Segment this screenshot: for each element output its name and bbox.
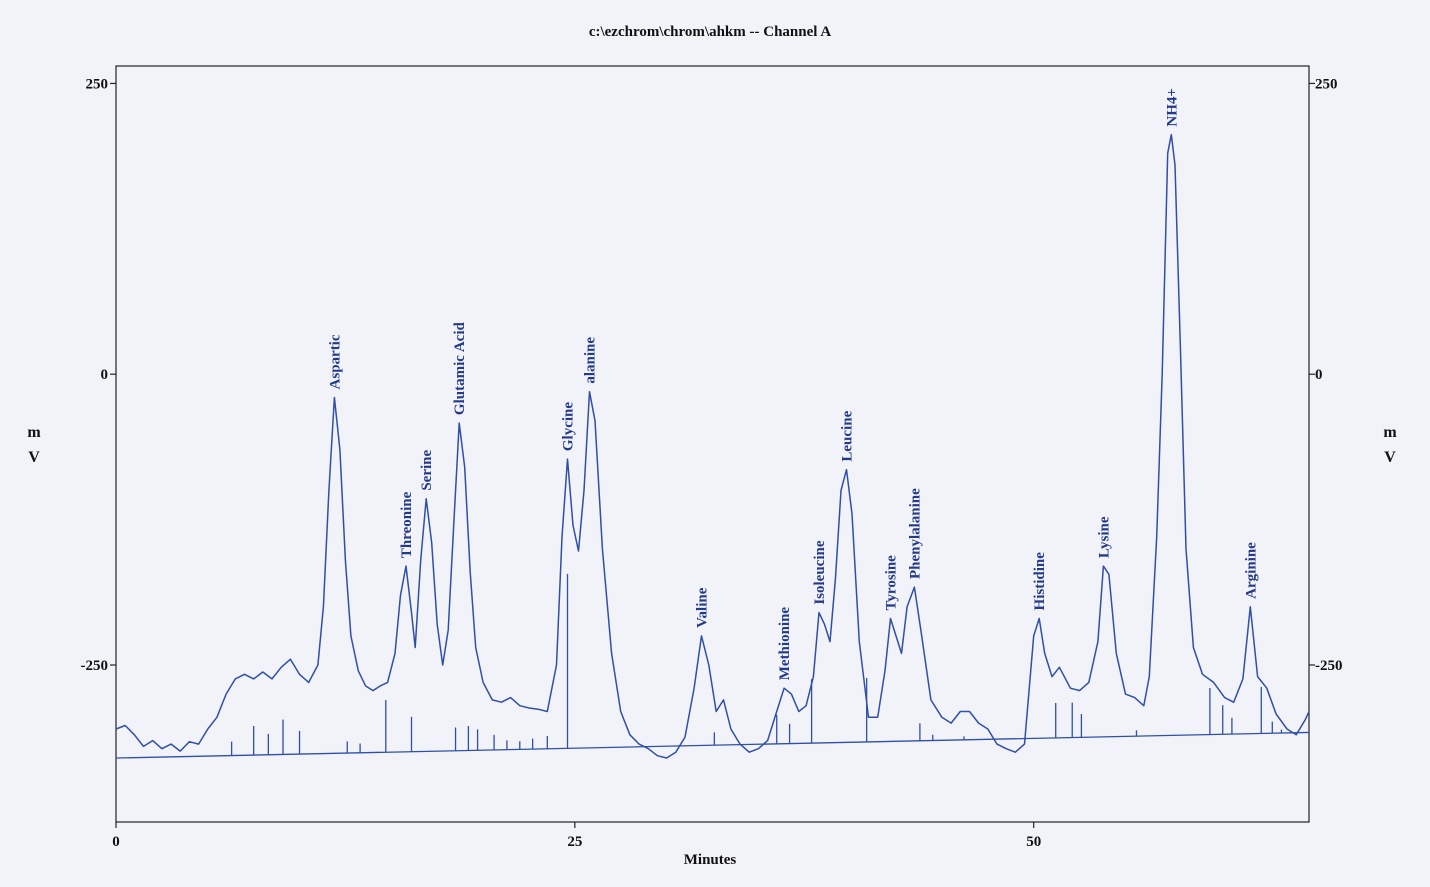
x-tick-label: 25 [567,834,582,850]
x-axis: 0 25 50 [112,822,1041,850]
y-tick-label-left: 250 [86,76,109,92]
y-tick-label-right: -250 [1315,658,1343,674]
y-axis-label-right-line2: V [1384,449,1396,466]
plot-area-frame [115,65,1310,823]
peak-label: Valine [694,587,710,628]
peak-label: Aspartic [327,334,343,389]
integration-markers [230,573,1292,756]
peak-label: Threonine [399,491,415,558]
peak-label: Lysine [1096,516,1112,558]
x-tick-label: 0 [112,834,120,850]
y-axis-left: 250 0 -250 [81,76,116,674]
y-tick-label-right: 250 [1315,76,1338,92]
peak-label: Glycine [561,402,577,452]
baseline-line [115,731,1310,759]
peak-label: Tyrosine [884,555,900,611]
y-axis-label-left-line1: m [27,424,41,441]
y-tick-label-right: 0 [1315,367,1323,383]
y-axis-right: 250 0 -250 [1309,76,1343,674]
peak-label: Arginine [1243,542,1259,599]
peak-label: Isoleucine [812,540,828,605]
y-tick-label-left: 0 [101,367,109,383]
signal-trace [115,133,1310,759]
peak-label: Histidine [1032,552,1048,611]
x-axis-label: Minutes [684,852,737,868]
peak-label: alanine [583,337,599,384]
peak-label: Methionine [777,607,793,681]
peak-label: Phenylalanine [907,488,923,579]
peak-label: Serine [419,449,435,490]
chart-title: c:\ezchrom\chrom\ahkm -- Channel A [589,24,832,40]
y-tick-label-left: -250 [81,658,109,674]
x-tick-label: 50 [1026,834,1041,850]
peak-label: NH4+ [1164,88,1180,127]
peak-label: Glutamic Acid [452,321,468,415]
y-axis-label-left-line2: V [28,449,40,466]
peak-label: Leucine [839,410,855,461]
y-axis-label-right-line1: m [1383,424,1397,441]
